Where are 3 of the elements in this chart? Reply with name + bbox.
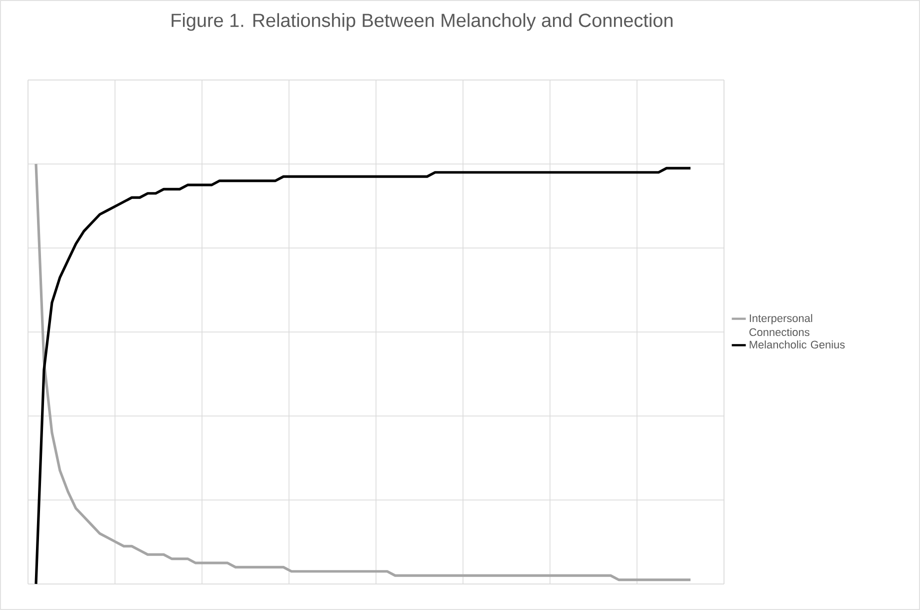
legend-label: Interpersonal Connections bbox=[749, 314, 812, 336]
chart-title: Figure 1. Relationship Between Melancholy and Connection bbox=[172, 13, 673, 31]
legend-label: Melancholic Genius bbox=[750, 340, 845, 349]
